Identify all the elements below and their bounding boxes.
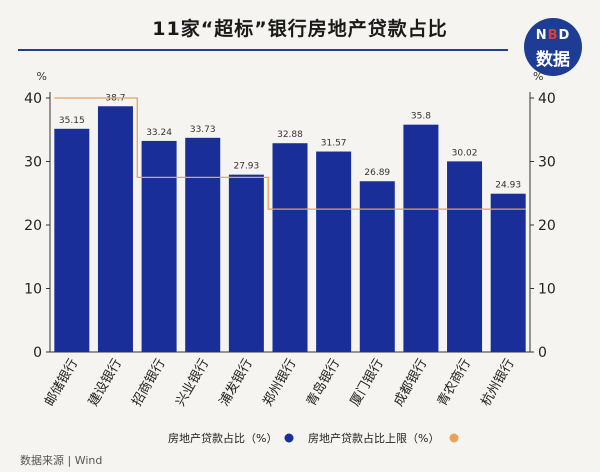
bar-value-label: 27.93 [233,162,259,172]
x-tick-label: 郑州银行 [260,357,299,410]
x-tick-label: 邮储银行 [42,357,81,410]
bar [490,193,526,352]
bar [403,124,439,352]
x-tick-label: 兴业银行 [173,357,212,410]
chart-title: 11家“超标”银行房地产贷款占比 [152,18,448,40]
logo-text-b: B [547,28,559,43]
x-tick-label: 建设银行 [86,357,125,410]
bar [359,181,395,352]
bar [54,128,90,352]
legend-swatch-bar [284,433,294,443]
x-tick-label: 厦门银行 [348,357,387,410]
bar [228,174,264,352]
bar [316,151,352,352]
legend-swatch-limit [449,433,459,443]
x-tick-label: 招商银行 [130,357,169,410]
bar [185,137,221,352]
y-tick-label-right: 10 [538,282,556,298]
bar-value-label: 30.02 [452,148,478,158]
x-tick-label: 成都银行 [391,357,430,410]
y-tick-label-left: 30 [24,155,42,171]
bar-value-label: 31.57 [321,139,347,149]
y-tick-label-left: 40 [24,91,42,107]
bar [447,161,483,352]
bar-value-label: 32.88 [277,130,303,140]
logo-text-n: N [535,28,548,43]
y-tick-label-left: 10 [24,282,42,298]
legend-label-bar: 房地产贷款占比（%） [168,431,277,445]
y-tick-label-right: 40 [538,91,556,107]
bar-value-label: 35.8 [411,112,431,122]
bar [141,140,177,352]
y-tick-label-right: 0 [538,345,547,361]
y-unit-right: % [533,70,543,83]
bar-value-label: 33.73 [190,125,216,135]
x-tick-label: 杭州银行 [479,357,518,410]
bar-value-label: 24.93 [495,181,521,191]
x-tick-label: 青农商行 [435,356,474,409]
x-tick-label: 青岛银行 [303,356,343,409]
logo-text-data: 数据 [536,50,570,70]
legend-label-limit: 房地产贷款占比上限（%） [308,431,439,445]
bar [97,106,133,352]
logo-text-d: D [558,28,571,43]
nbd-logo: NBD 数据 [524,18,582,76]
bar-value-label: 35.15 [59,116,85,126]
y-tick-label-left: 20 [24,218,42,234]
bar [272,143,308,352]
y-tick-label-right: 20 [538,218,556,234]
limit-step-line [54,97,526,210]
x-tick-label: 浦发银行 [216,356,256,409]
bar-value-label: 33.24 [146,128,172,138]
y-unit-left: % [37,70,47,83]
y-tick-label-left: 0 [33,345,42,361]
y-tick-label-right: 30 [538,155,556,171]
title-underline [18,49,508,51]
bar-value-label: 26.89 [364,168,390,178]
data-source: 数据来源 | Wind [20,454,103,467]
